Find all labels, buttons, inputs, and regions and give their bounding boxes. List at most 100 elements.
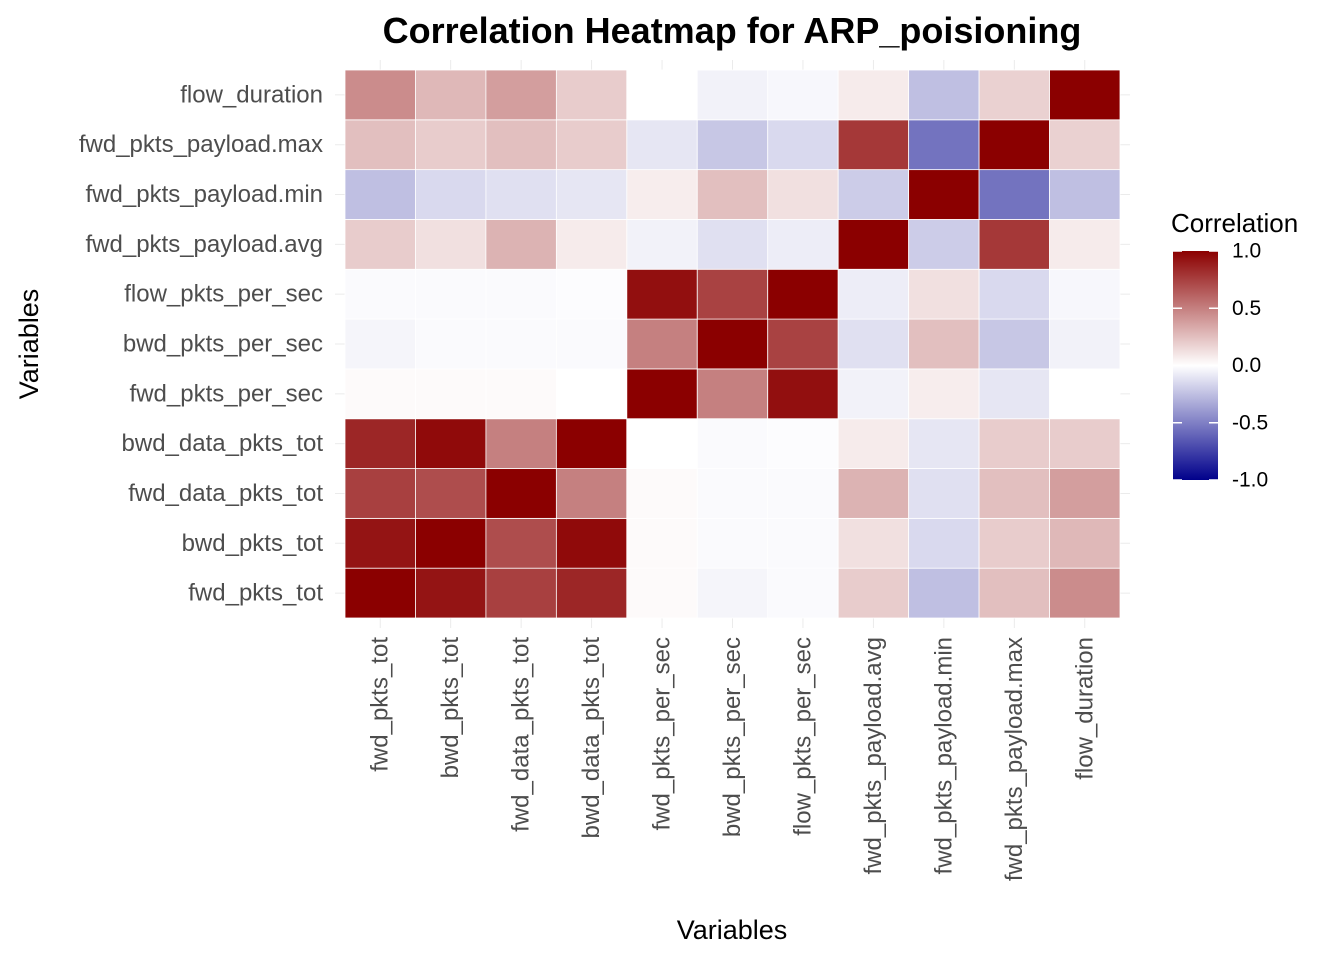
heatmap-cell-bwd_pkts_per_sec-fwd_pkts_per_sec	[696, 368, 769, 420]
heatmap-cell-fwd_pkts_per_sec-fwd_data_pkts_tot	[626, 468, 698, 519]
heatmap-cell-flow_duration-fwd_pkts_per_sec	[1049, 368, 1121, 420]
x-tick-labels: fwd_pkts_tot bwd_pkts_tot fwd_data_pkts_to…	[367, 637, 1099, 881]
heatmap-cell-flow_pkts_per_sec-flow_duration	[767, 69, 839, 121]
heatmap-cell-fwd_pkts_payload.avg-flow_duration	[837, 69, 910, 121]
x-tick-label: fwd_pkts_payload.max	[1001, 637, 1028, 881]
heatmap-cell-fwd_pkts_payload.max-fwd_data_pkts_tot	[978, 468, 1050, 519]
legend-tick-label: 0.5	[1232, 297, 1261, 320]
heatmap-cell-fwd_pkts_per_sec-fwd_pkts_payload.max	[626, 119, 698, 171]
x-tick-label: flow_pkts_per_sec	[789, 637, 816, 836]
heatmap-cell-bwd_data_pkts_tot-fwd_data_pkts_tot	[555, 468, 628, 519]
heatmap-cell-bwd_pkts_per_sec-bwd_data_pkts_tot	[696, 418, 769, 469]
y-tick-label: bwd_data_pkts_tot	[122, 430, 324, 457]
heatmap-cell-fwd_data_pkts_tot-bwd_data_pkts_tot	[485, 418, 557, 469]
heatmap-cell-fwd_pkts_tot-fwd_pkts_payload.min	[344, 169, 416, 220]
heatmap-cell-fwd_pkts_payload.min-fwd_pkts_tot	[908, 567, 980, 619]
x-tick-label: fwd_pkts_payload.avg	[860, 637, 887, 875]
heatmap-cell-fwd_pkts_per_sec-fwd_pkts_tot	[626, 567, 698, 619]
heatmap-cell-fwd_pkts_per_sec-bwd_pkts_per_sec	[626, 318, 698, 370]
heatmap-cell-bwd_pkts_tot-fwd_pkts_per_sec	[415, 368, 487, 420]
heatmap-cell-fwd_pkts_payload.min-fwd_data_pkts_tot	[908, 468, 980, 519]
x-tick-label: bwd_data_pkts_tot	[578, 637, 605, 839]
legend-tick-label: 0.0	[1232, 354, 1261, 377]
heatmap-cell-bwd_pkts_tot-fwd_pkts_payload.max	[415, 119, 487, 171]
heatmap-cell-fwd_pkts_payload.avg-bwd_pkts_tot	[837, 517, 910, 569]
heatmap-cell-fwd_pkts_payload.max-fwd_pkts_per_sec	[978, 368, 1050, 420]
heatmap-cell-flow_pkts_per_sec-bwd_data_pkts_tot	[767, 418, 839, 469]
heatmap-cell-flow_pkts_per_sec-bwd_pkts_tot	[767, 517, 839, 569]
heatmap-cell-fwd_data_pkts_tot-fwd_pkts_payload.avg	[485, 219, 557, 270]
y-tick-label: fwd_data_pkts_tot	[128, 480, 323, 507]
heatmap-cell-bwd_data_pkts_tot-fwd_pkts_payload.max	[555, 119, 628, 171]
x-tick-label: fwd_data_pkts_tot	[508, 637, 535, 832]
y-tick-label: bwd_pkts_tot	[182, 530, 324, 557]
heatmap-cell-flow_pkts_per_sec-fwd_pkts_tot	[767, 567, 839, 619]
heatmap-cell-fwd_pkts_tot-fwd_pkts_payload.max	[344, 119, 416, 171]
heatmap-cell-fwd_pkts_payload.avg-bwd_pkts_per_sec	[837, 318, 910, 370]
x-tick-label: fwd_pkts_payload.min	[930, 637, 957, 874]
legend-tick-label: -1.0	[1232, 469, 1268, 492]
heatmap-cell-fwd_pkts_per_sec-fwd_pkts_payload.min	[626, 169, 698, 220]
heatmap-cell-fwd_pkts_payload.min-flow_pkts_per_sec	[908, 268, 980, 320]
heatmap-cell-fwd_pkts_payload.avg-fwd_data_pkts_tot	[837, 468, 910, 519]
heatmap-cell-fwd_pkts_tot-fwd_data_pkts_tot	[344, 468, 416, 519]
chart-title: Correlation Heatmap for ARP_poisioning	[383, 10, 1082, 51]
heatmap-cell-fwd_pkts_payload.max-fwd_pkts_payload.min	[978, 169, 1050, 220]
heatmap-cell-bwd_pkts_tot-bwd_data_pkts_tot	[415, 418, 487, 469]
heatmap-cell-flow_pkts_per_sec-fwd_pkts_payload.min	[767, 169, 839, 220]
heatmap-cell-fwd_pkts_payload.avg-fwd_pkts_payload.avg	[837, 219, 910, 270]
heatmap-cell-fwd_pkts_payload.max-bwd_data_pkts_tot	[978, 418, 1050, 469]
heatmap-cell-flow_duration-flow_duration	[1049, 69, 1121, 121]
heatmap-cell-fwd_pkts_per_sec-fwd_pkts_payload.avg	[626, 219, 698, 270]
x-tick-label: fwd_pkts_tot	[367, 637, 394, 772]
heatmap-cell-flow_duration-fwd_pkts_payload.min	[1049, 169, 1121, 220]
heatmap-cell-fwd_pkts_tot-bwd_data_pkts_tot	[344, 418, 416, 469]
heatmap-cell-bwd_pkts_tot-flow_pkts_per_sec	[415, 268, 487, 320]
x-tick-label: bwd_pkts_tot	[437, 637, 464, 779]
heatmap-cell-fwd_data_pkts_tot-fwd_pkts_per_sec	[485, 368, 557, 420]
heatmap-cell-bwd_pkts_tot-fwd_data_pkts_tot	[415, 468, 487, 519]
heatmap-cell-fwd_pkts_payload.min-fwd_pkts_payload.max	[908, 119, 980, 171]
heatmap-cell-bwd_data_pkts_tot-bwd_pkts_tot	[555, 517, 628, 569]
legend-tick-label: -0.5	[1232, 411, 1268, 434]
y-tick-labels: fwd_pkts_tot bwd_pkts_tot fwd_data_pkts_to…	[79, 81, 323, 606]
heatmap-cell-fwd_pkts_tot-fwd_pkts_per_sec	[344, 368, 416, 420]
y-axis-title: Variables	[14, 289, 44, 400]
heatmap-cell-fwd_pkts_payload.max-fwd_pkts_payload.avg	[978, 219, 1050, 270]
heatmap-cell-fwd_pkts_tot-flow_duration	[344, 69, 416, 121]
heatmap-cell-fwd_data_pkts_tot-flow_pkts_per_sec	[485, 268, 557, 320]
color-legend: Correlation 1.0 0.5 0.0 -0.5 -1.0	[1171, 208, 1298, 492]
heatmap-cell-fwd_pkts_per_sec-bwd_data_pkts_tot	[626, 418, 698, 469]
heatmap-cell-bwd_data_pkts_tot-flow_pkts_per_sec	[555, 268, 628, 320]
heatmap-cell-fwd_data_pkts_tot-fwd_pkts_payload.max	[485, 119, 557, 171]
x-tick-label: flow_duration	[1071, 637, 1098, 780]
heatmap-cell-fwd_pkts_per_sec-flow_duration	[626, 69, 698, 121]
y-tick-label: fwd_pkts_payload.max	[79, 131, 323, 158]
y-tick-label: fwd_pkts_payload.avg	[86, 231, 324, 258]
heatmap-cell-bwd_pkts_per_sec-bwd_pkts_per_sec	[696, 318, 769, 370]
heatmap-cell-flow_pkts_per_sec-fwd_pkts_payload.avg	[767, 219, 839, 270]
heatmap-cell-fwd_pkts_per_sec-flow_pkts_per_sec	[626, 268, 698, 320]
heatmap-cell-bwd_pkts_tot-bwd_pkts_tot	[415, 517, 487, 569]
heatmap-cell-fwd_pkts_payload.avg-fwd_pkts_payload.max	[837, 119, 910, 171]
heatmap-cell-flow_duration-fwd_pkts_payload.avg	[1049, 219, 1121, 270]
y-tick-label: fwd_pkts_tot	[188, 580, 323, 607]
heatmap-cell-flow_duration-flow_pkts_per_sec	[1049, 268, 1121, 320]
heatmap-cell-fwd_data_pkts_tot-fwd_data_pkts_tot	[485, 468, 557, 519]
heatmap-cell-bwd_data_pkts_tot-fwd_pkts_per_sec	[555, 368, 628, 420]
heatmap-cell-fwd_pkts_payload.avg-fwd_pkts_tot	[837, 567, 910, 619]
heatmap-cell-fwd_pkts_tot-fwd_pkts_payload.avg	[344, 219, 416, 270]
heatmap-cell-flow_duration-fwd_data_pkts_tot	[1049, 468, 1121, 519]
heatmap-cell-bwd_pkts_tot-flow_duration	[415, 69, 487, 121]
heatmap-cell-flow_duration-bwd_data_pkts_tot	[1049, 418, 1121, 469]
heatmap-cell-fwd_pkts_payload.max-flow_pkts_per_sec	[978, 268, 1050, 320]
heatmap-cell-fwd_pkts_payload.max-flow_duration	[978, 69, 1050, 121]
heatmap-cell-fwd_data_pkts_tot-fwd_pkts_payload.min	[485, 169, 557, 220]
heatmap-cell-fwd_pkts_payload.avg-fwd_pkts_payload.min	[837, 169, 910, 220]
y-tick-label: flow_pkts_per_sec	[124, 281, 323, 308]
heatmap-cell-fwd_pkts_payload.max-bwd_pkts_per_sec	[978, 318, 1050, 370]
heatmap-cell-flow_duration-fwd_pkts_payload.max	[1049, 119, 1121, 171]
heatmap-cell-fwd_pkts_tot-bwd_pkts_tot	[344, 517, 416, 569]
legend-tick-label: 1.0	[1232, 240, 1261, 263]
heatmap-cell-fwd_pkts_payload.min-fwd_pkts_per_sec	[908, 368, 980, 420]
